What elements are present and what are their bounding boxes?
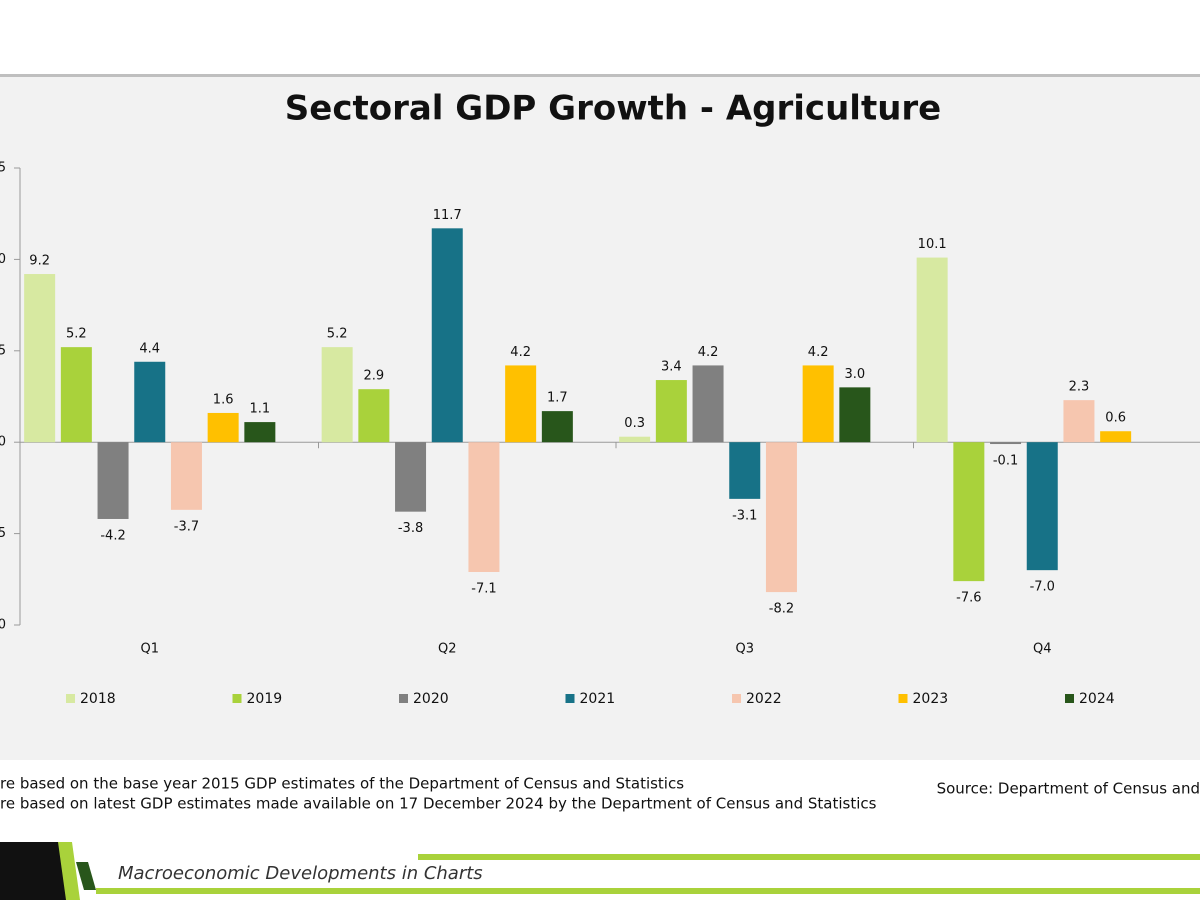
data-label: 1.7 xyxy=(547,391,568,406)
x-tick-label: Q3 xyxy=(735,642,754,657)
footer-rule xyxy=(96,888,1200,894)
x-tick-label: Q1 xyxy=(140,642,159,657)
bar xyxy=(468,442,500,572)
source: Source: Department of Census and xyxy=(937,780,1200,798)
top-rule xyxy=(0,74,1200,77)
bar xyxy=(1026,442,1058,571)
data-label: 2.9 xyxy=(364,369,385,384)
footer-title: Macroeconomic Developments in Charts xyxy=(118,863,483,884)
data-label: -3.8 xyxy=(398,521,423,536)
data-label: -7.0 xyxy=(1030,580,1055,595)
bar xyxy=(1100,431,1132,443)
bar xyxy=(134,361,166,443)
y-tick-label: 0 xyxy=(0,435,6,450)
y-tick-label: 15 xyxy=(0,161,6,176)
bar xyxy=(953,442,985,582)
bar xyxy=(321,347,353,443)
legend-label: 2021 xyxy=(580,691,616,707)
data-label: 5.2 xyxy=(327,327,348,342)
legend-swatch xyxy=(565,694,575,703)
footnote: re based on the base year 2015 GDP estim… xyxy=(0,775,684,793)
legend-label: 2020 xyxy=(413,691,449,707)
data-label: 4.2 xyxy=(510,345,531,360)
bar xyxy=(431,228,463,443)
data-label: -0.1 xyxy=(993,454,1018,469)
bar xyxy=(729,442,761,499)
x-tick-label: Q4 xyxy=(1033,642,1052,657)
legend-label: 2018 xyxy=(80,691,116,707)
bar xyxy=(990,442,1022,445)
data-label: 3.4 xyxy=(661,360,682,375)
bar xyxy=(170,442,202,510)
data-label: -8.2 xyxy=(769,602,794,617)
legend-swatch xyxy=(1065,694,1074,703)
bar xyxy=(802,365,834,443)
data-label: 3.0 xyxy=(845,367,866,382)
data-label: -7.6 xyxy=(956,591,981,606)
bar xyxy=(839,387,871,443)
chart-panel xyxy=(0,77,1200,760)
bar xyxy=(619,436,651,443)
y-tick-label: 5 xyxy=(0,343,6,358)
data-label: 4.2 xyxy=(698,345,719,360)
x-tick-label: Q2 xyxy=(438,642,457,657)
bar xyxy=(692,365,724,443)
bar xyxy=(97,442,129,519)
legend-swatch xyxy=(399,694,408,703)
bar xyxy=(765,442,797,593)
y-tick-label: -5 xyxy=(0,526,6,541)
bar xyxy=(916,257,948,443)
bar xyxy=(60,347,92,443)
legend-label: 2024 xyxy=(1079,691,1115,707)
chart-title: Sectoral GDP Growth - Agriculture xyxy=(285,89,941,129)
data-label: 1.6 xyxy=(213,392,234,407)
bar xyxy=(207,412,239,443)
data-label: 9.2 xyxy=(29,254,50,269)
bar xyxy=(395,442,427,512)
footnote: re based on latest GDP estimates made av… xyxy=(0,795,877,813)
bar xyxy=(1063,400,1095,443)
data-label: 2.3 xyxy=(1069,380,1090,395)
footer-rule xyxy=(418,854,1200,860)
data-label: -3.1 xyxy=(732,508,757,523)
stripe xyxy=(76,862,96,890)
data-label: 0.6 xyxy=(1105,411,1126,426)
y-tick-label: 10 xyxy=(0,252,6,267)
legend-label: 2022 xyxy=(746,691,782,707)
bar xyxy=(24,274,56,443)
bar xyxy=(244,422,276,443)
stripe xyxy=(58,842,80,900)
data-label: 4.4 xyxy=(139,341,160,356)
bar xyxy=(358,389,390,443)
data-label: 1.1 xyxy=(250,402,271,417)
legend-label: 2023 xyxy=(913,691,949,707)
data-label: 10.1 xyxy=(918,237,947,252)
data-label: 0.3 xyxy=(624,416,645,431)
legend-swatch xyxy=(732,694,741,703)
legend-swatch xyxy=(898,694,908,703)
data-label: 11.7 xyxy=(433,208,462,223)
legend-label: 2019 xyxy=(247,691,283,707)
bar xyxy=(655,380,687,443)
data-label: -4.2 xyxy=(100,528,125,543)
legend-swatch xyxy=(66,694,75,703)
y-tick-label: -10 xyxy=(0,618,6,633)
data-label: 5.2 xyxy=(66,327,87,342)
legend-swatch xyxy=(232,694,242,703)
data-label: -7.1 xyxy=(471,581,496,596)
bar xyxy=(505,365,537,443)
data-label: -3.7 xyxy=(174,519,199,534)
bar xyxy=(541,411,573,443)
data-label: 4.2 xyxy=(808,345,829,360)
